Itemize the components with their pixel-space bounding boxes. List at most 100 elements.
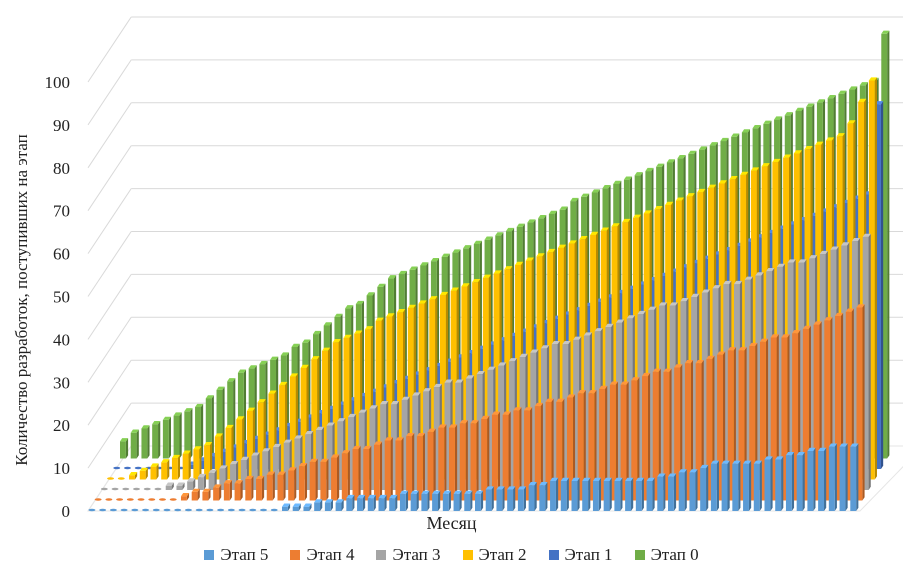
bar-top (626, 315, 635, 319)
bar-top (881, 30, 890, 34)
bar (464, 493, 471, 511)
bar-top (388, 275, 397, 279)
bar (421, 493, 428, 511)
bar (798, 262, 805, 490)
bar-side (690, 360, 694, 501)
bar-top (320, 458, 329, 462)
bar (830, 249, 837, 490)
bar-empty-marker (270, 508, 278, 512)
bar-side (727, 460, 730, 511)
bar-top (807, 447, 816, 451)
bar (401, 399, 408, 490)
bar-top (752, 124, 761, 129)
bar-side (171, 482, 174, 490)
bar-side (379, 441, 383, 501)
bar-top (828, 443, 837, 447)
bar (444, 382, 451, 490)
bar-top (802, 325, 811, 329)
bar-top (686, 193, 695, 197)
bar (326, 425, 333, 490)
y-axis-title: Количество разработок, поступивших на эт… (12, 134, 31, 466)
bar (188, 464, 195, 469)
bar-top (804, 145, 813, 150)
bar-top (654, 206, 663, 210)
bar (648, 309, 655, 490)
bar-top (335, 499, 344, 503)
bar-empty-marker (217, 508, 225, 512)
bar-top (481, 415, 490, 419)
bar-top (678, 469, 687, 473)
bar (759, 341, 766, 501)
bar-side (502, 486, 505, 511)
bar-top (377, 283, 386, 287)
bar (785, 455, 792, 511)
bar (210, 456, 217, 469)
bar (875, 104, 881, 469)
bar-top (193, 446, 202, 450)
bar (165, 485, 172, 490)
bar (450, 290, 457, 480)
bar-side (454, 424, 458, 501)
bar-top (614, 477, 623, 481)
bar (710, 463, 717, 511)
bar-top (421, 490, 430, 494)
bar (643, 213, 650, 480)
bar-top (441, 253, 450, 257)
bar-side (813, 447, 816, 511)
bar-empty-marker (120, 508, 128, 512)
bar-top (475, 490, 484, 494)
bar-top (303, 503, 312, 507)
bar (423, 391, 429, 490)
bar-empty-marker (152, 508, 160, 512)
bar-top (225, 424, 234, 429)
bar-side (222, 386, 225, 459)
bar (674, 367, 681, 501)
bar-top (313, 330, 322, 335)
bar (590, 234, 596, 480)
bar-top (373, 441, 383, 445)
bar-top (648, 306, 657, 310)
bar-top (528, 482, 537, 486)
bar-top (766, 268, 775, 272)
bar-side (233, 378, 236, 459)
gridline-diag (87, 231, 132, 297)
bar (881, 33, 888, 459)
bar (675, 200, 682, 480)
bar (219, 468, 226, 490)
bar-top (465, 375, 475, 379)
bar-side (395, 494, 398, 511)
bar (609, 384, 616, 501)
bar-side (125, 438, 129, 459)
bar-side (652, 477, 655, 511)
bar-side (684, 469, 687, 511)
bar-side (465, 420, 468, 501)
bar-top (390, 401, 399, 405)
bar-empty-marker (148, 498, 156, 501)
bar (485, 489, 492, 511)
bar-top (551, 340, 560, 345)
bar (412, 395, 419, 490)
bar (734, 284, 740, 490)
bar (582, 480, 589, 511)
bar-top (305, 431, 314, 435)
bar-top (622, 218, 631, 223)
gridline-diag (87, 16, 132, 83)
bar-side (352, 494, 355, 511)
bar-side (834, 443, 837, 511)
bar (824, 320, 831, 501)
bar-top (487, 366, 496, 370)
bar (530, 352, 537, 490)
bar-side (845, 443, 848, 511)
legend-swatch (204, 550, 215, 560)
bar-top (547, 248, 556, 253)
bar-empty-marker (169, 498, 177, 501)
bar (701, 292, 708, 490)
bar-top (785, 452, 795, 456)
bar-empty-marker (249, 508, 257, 512)
bar (787, 262, 794, 490)
bar-top (697, 188, 706, 193)
bar (654, 209, 661, 480)
y-tick-label: 60 (53, 245, 70, 264)
bar (216, 389, 223, 459)
bar-empty-marker (154, 487, 162, 491)
